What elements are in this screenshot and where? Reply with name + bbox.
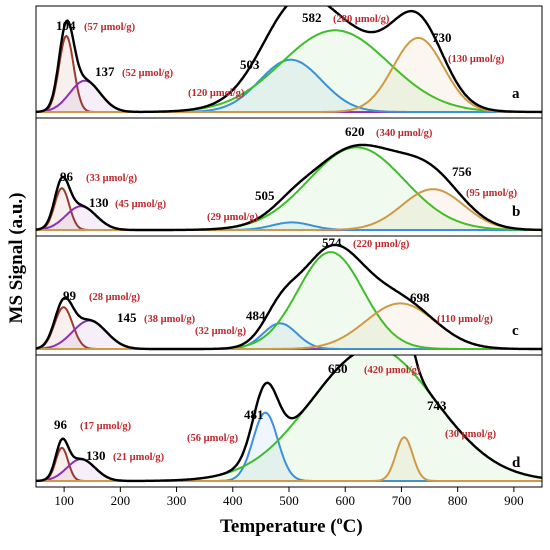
x-tick-label-900: 900 (504, 493, 524, 508)
panel-c-green-fill (36, 252, 542, 349)
panel-b-tan-fill (36, 189, 542, 230)
panel-a-tan-fill (36, 37, 542, 112)
panel-c-plot (36, 243, 542, 351)
panel-a-tan-curve (36, 36, 542, 113)
panel-b-green-fill (36, 147, 542, 230)
x-axis-title: Temperature (oC) (220, 513, 363, 537)
x-tick-label-800: 800 (448, 493, 468, 508)
ticks-layer: 100 200 300 400 500 600 700 800 900 (54, 487, 524, 508)
panel-a-peak-temp-5: 730 (432, 30, 452, 45)
panel-a-total-curve (36, 6, 542, 114)
panel-c-peak-amount-3: (32 μmol/g) (195, 326, 247, 337)
panel-d-peak-amount-4: (420 μmol/g) (364, 365, 421, 376)
panel-a-peak-amount-4: (280 μmol/g) (333, 14, 390, 25)
x-tick-label-200: 200 (111, 493, 131, 508)
panel-d-peak-amount-3: (56 μmol/g) (187, 433, 239, 444)
panel-c-blue-fill (36, 323, 542, 349)
panel-d-total-curve (36, 355, 542, 483)
panel-d-peak-temp-5: 743 (427, 398, 447, 413)
x-axis-title-end: C) (343, 516, 363, 537)
panel-b-letter: b (512, 204, 520, 220)
panel-b: 96 (33 μmol/g) 130 (45 μmol/g) 505 (29 μmol/g… (36, 124, 542, 232)
panel-d-peak-amount-1: (17 μmol/g) (80, 421, 132, 432)
panel-d-letter: d (512, 455, 521, 471)
panel-b-peak-temp-4: 620 (345, 124, 365, 139)
panel-b-peak-temp-2: 130 (89, 195, 109, 210)
panel-b-peak-temp-1: 96 (60, 169, 74, 184)
panel-c-total-curve (36, 243, 542, 351)
panel-a-peak-amount-1: (57 μmol/g) (84, 22, 136, 33)
panel-b-peak-amount-1: (33 μmol/g) (86, 173, 138, 184)
panel-d: 96 (17 μmol/g) 130 (21 μmol/g) 481 (56 μmol/g… (36, 355, 542, 483)
panel-b-peak-amount-2: (45 μmol/g) (115, 199, 167, 210)
panel-b-total-curve (36, 143, 542, 232)
panel-a-peak-temp-2: 137 (95, 64, 115, 79)
panel-d-green-fill (36, 355, 542, 481)
panel-a-peak-amount-2: (52 μmol/g) (122, 68, 174, 79)
panel-d-plot (36, 355, 542, 483)
panel-a-green-fill (36, 30, 542, 112)
panel-d-peak-amount-5: (30 μmol/g) (445, 429, 497, 440)
panel-b-peak-temp-3: 505 (255, 188, 275, 203)
x-axis-title-main: Temperature ( (220, 516, 337, 537)
x-tick-label-700: 700 (392, 493, 412, 508)
panel-c-peak-temp-5: 698 (410, 290, 430, 305)
x-tick-label-300: 300 (167, 493, 187, 508)
panel-d-peak-amount-2: (21 μmol/g) (113, 452, 165, 463)
panel-c-peak-temp-3: 484 (246, 308, 266, 323)
x-tick-label-500: 500 (279, 493, 299, 508)
panel-d-peak-temp-2: 130 (86, 448, 106, 463)
panel-a-peak-amount-5: (130 μmol/g) (448, 54, 505, 65)
x-tick-label-100: 100 (54, 493, 74, 508)
panel-b-peak-amount-3: (29 μmol/g) (207, 212, 259, 223)
panel-b-blue-fill (36, 222, 542, 230)
panel-d-peak-temp-3: 481 (244, 407, 264, 422)
panel-d-peak-temp-1: 96 (54, 417, 68, 432)
panel-b-plot (36, 143, 542, 232)
panel-a-peak-amount-3: (120 μmol/g) (188, 88, 245, 99)
panel-b-peak-amount-5: (95 μmol/g) (466, 188, 518, 199)
panel-b-peak-temp-5: 756 (452, 164, 472, 179)
panel-a-blue-fill (36, 59, 542, 112)
panel-a-letter: a (512, 86, 520, 102)
panel-c-peak-amount-1: (28 μmol/g) (89, 292, 141, 303)
panel-c-peak-amount-5: (110 μmol/g) (437, 314, 493, 325)
panel-a-purple-fill (36, 80, 542, 112)
panel-c-peak-amount-4: (220 μmol/g) (353, 239, 410, 250)
panel-a-peak-temp-4: 582 (302, 10, 322, 25)
panel-d-tan-fill (36, 437, 542, 481)
panel-c-peak-temp-2: 145 (117, 310, 137, 325)
panel-c: 99 (28 μmol/g) 145 (38 μmol/g) 484 (32 μmol/g… (36, 235, 542, 351)
panel-c-peak-temp-1: 99 (63, 288, 77, 303)
panels-layer: 104 (57 μmol/g) 137 (52 μmol/g) 503 (120 μmol… (36, 6, 542, 483)
panel-c-tan-fill (36, 303, 542, 349)
panel-a-plot (36, 6, 542, 114)
panel-a-peak-temp-1: 104 (56, 18, 76, 33)
x-tick-label-400: 400 (223, 493, 243, 508)
panel-c-purple-fill (36, 320, 542, 349)
panel-c-peak-amount-2: (38 μmol/g) (144, 314, 196, 325)
panel-b-peak-amount-4: (340 μmol/g) (376, 128, 433, 139)
x-tick-label-600: 600 (335, 493, 355, 508)
panel-c-letter: c (512, 323, 519, 339)
panel-a: 104 (57 μmol/g) 137 (52 μmol/g) 503 (120 μmol… (36, 6, 542, 114)
panel-d-peak-temp-4: 650 (328, 361, 348, 376)
y-axis-title: MS Signal (a.u.) (6, 193, 27, 324)
x-axis-title-sup: o (337, 513, 343, 527)
panel-c-peak-temp-4: 574 (322, 235, 342, 250)
panel-a-peak-temp-3: 503 (240, 57, 260, 72)
